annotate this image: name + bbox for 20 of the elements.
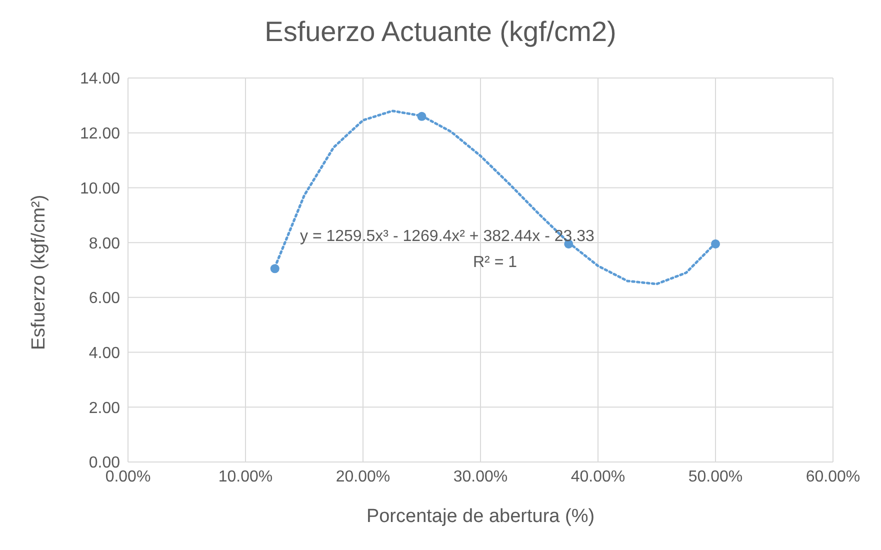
annotation: R² = 1 — [473, 254, 518, 272]
x-axis-title: Porcentaje de abertura (%) — [366, 506, 595, 527]
x-tick-label: 30.00% — [453, 468, 508, 486]
y-tick-label: 2.00 — [88, 400, 120, 417]
point — [710, 239, 720, 248]
x-tick-label: 50.00% — [688, 468, 743, 486]
y-tick-label: 6.00 — [88, 290, 120, 308]
x-tick-label: 10.00% — [218, 468, 273, 486]
chart-title: Esfuerzo Actuante (kgf/cm2) — [264, 16, 618, 48]
point — [417, 112, 426, 121]
y-tick-label: 8.00 — [88, 235, 120, 252]
y-tick-label: 12.00 — [80, 126, 120, 143]
y-tick-label: 4.00 — [88, 344, 120, 362]
y-axis-title: Esfuerzo (kgf/cm²) — [28, 194, 50, 350]
x-tick-label: 20.00% — [336, 468, 390, 486]
x-tick-label: 60.00% — [806, 468, 860, 486]
point — [270, 264, 280, 274]
x-tick-label: 40.00% — [570, 468, 626, 486]
y-tick-label: 14.00 — [80, 70, 120, 88]
y-tick-label: 10.00 — [80, 180, 120, 198]
